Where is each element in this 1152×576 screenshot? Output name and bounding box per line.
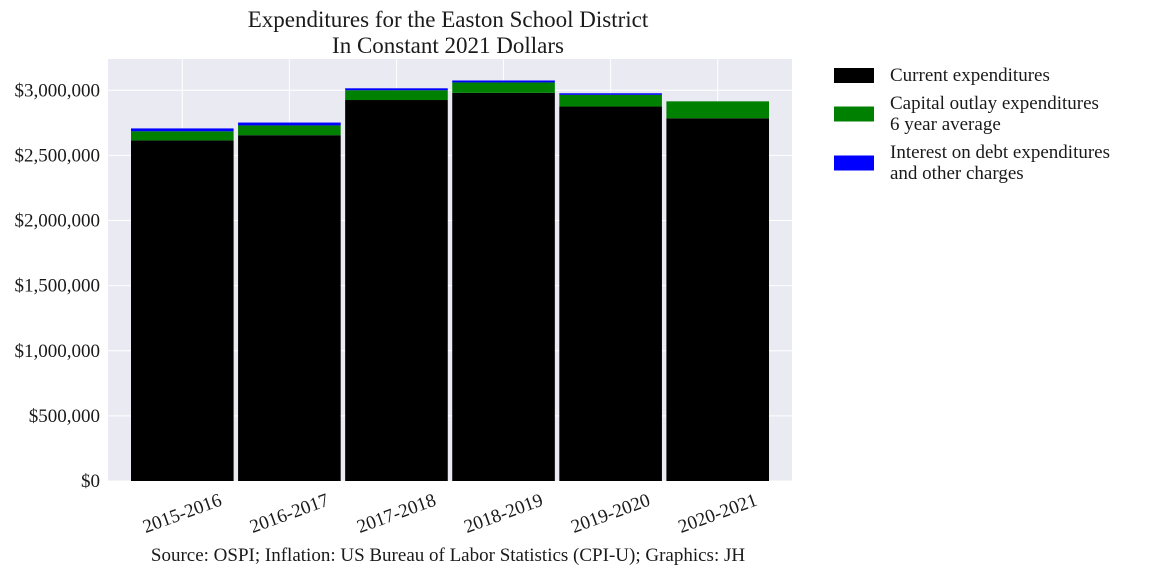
bar-2016-2017-series-0 <box>238 135 341 481</box>
bar-2017-2018-series-0 <box>345 100 448 482</box>
y-tick-label: $1,500,000 <box>15 276 101 297</box>
x-axis-ticks: 2015-2016 2016-2017 2017-2018 2018-2019 2019… <box>140 490 760 538</box>
x-tick-label: 2015-2016 <box>140 490 225 538</box>
x-tick-label: 2016-2017 <box>247 490 332 538</box>
legend-swatch <box>834 68 874 83</box>
legend-swatch <box>834 155 874 171</box>
bar-2019-2020-series-2 <box>559 93 662 95</box>
legend-label: Current expenditures <box>890 65 1050 86</box>
legend-swatch <box>834 106 874 122</box>
y-tick-label: $3,000,000 <box>15 80 101 101</box>
bar-2019-2020-series-1 <box>559 94 662 107</box>
source-annotation: Source: OSPI; Inflation: US Bureau of La… <box>151 545 745 566</box>
bar-2018-2019-series-0 <box>452 92 555 481</box>
legend: Current expenditures Capital outlay expen… <box>834 65 1110 184</box>
y-tick-label: $0 <box>81 471 100 492</box>
bar-2015-2016-series-2 <box>131 128 234 132</box>
chart-subtitle: In Constant 2021 Dollars <box>332 33 564 58</box>
legend-label: Interest on debt expenditures <box>890 142 1110 163</box>
x-tick-label: 2020-2021 <box>676 490 761 538</box>
bar-2018-2019-series-1 <box>452 82 555 93</box>
x-tick-label: 2017-2018 <box>354 490 439 538</box>
bar-2015-2016-series-0 <box>131 140 234 481</box>
x-tick-label: 2019-2020 <box>568 490 653 538</box>
chart-title: Expenditures for the Easton School Distr… <box>248 7 649 32</box>
bars <box>131 80 769 482</box>
bar-2020-2021-series-1 <box>666 101 769 119</box>
y-tick-label: $2,500,000 <box>15 145 101 166</box>
bar-2020-2021-series-0 <box>666 118 769 482</box>
legend-label: Capital outlay expenditures <box>890 93 1099 114</box>
y-tick-label: $500,000 <box>29 406 100 427</box>
bar-2017-2018-series-2 <box>345 88 448 91</box>
bar-2016-2017-series-2 <box>238 122 341 126</box>
bar-2018-2019-series-2 <box>452 80 555 83</box>
bar-2019-2020-series-0 <box>559 106 662 481</box>
bar-2016-2017-series-1 <box>238 125 341 136</box>
legend-label: 6 year average <box>890 114 1001 135</box>
legend-label: and other charges <box>890 163 1024 184</box>
bar-2017-2018-series-1 <box>345 90 448 101</box>
x-tick-label: 2018-2019 <box>461 490 546 538</box>
y-axis-ticks: $0 $500,000 $1,000,000 $1,500,000 $2,000,000… <box>15 80 101 492</box>
bar-2015-2016-series-1 <box>131 131 234 141</box>
y-tick-label: $1,000,000 <box>15 341 101 362</box>
y-tick-label: $2,000,000 <box>15 211 101 232</box>
